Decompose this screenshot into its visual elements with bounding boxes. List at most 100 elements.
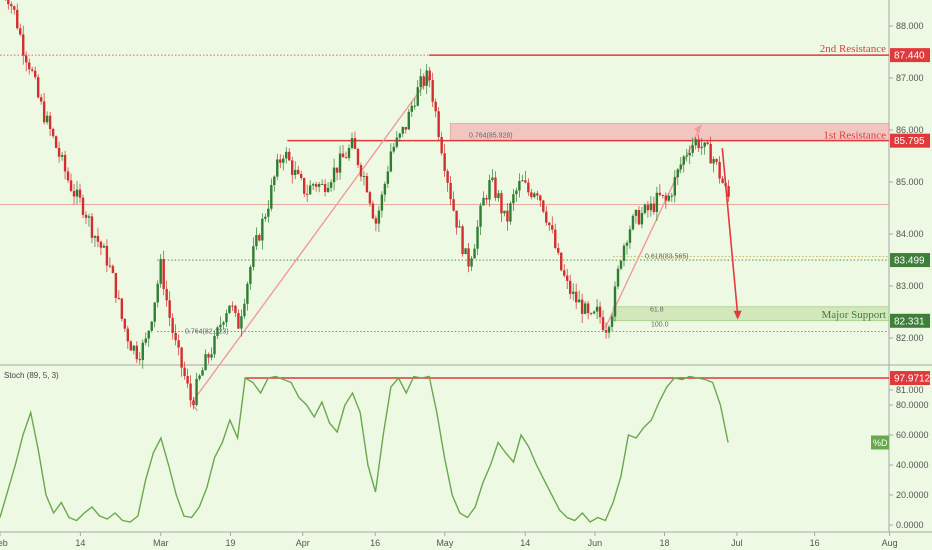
candle-body: [485, 197, 488, 200]
candle-body: [673, 177, 676, 196]
candle-body: [33, 70, 37, 78]
candle-body: [592, 311, 596, 314]
candle-body: [308, 185, 312, 195]
price-axis-label: 84.000: [896, 229, 924, 239]
fib-label-83565: 0.618(83.565): [645, 254, 689, 261]
candle-body: [619, 260, 623, 269]
candle-body: [123, 318, 127, 329]
candle-body: [688, 152, 691, 156]
candle-body: [7, 0, 10, 5]
candle-body: [392, 146, 396, 152]
candle-body: [54, 136, 58, 148]
candle-body: [389, 151, 393, 172]
candle-body: [279, 159, 282, 163]
candle-body: [347, 148, 351, 158]
uptrend-arrowhead-2: [694, 124, 702, 134]
projection-arrow-line: [721, 148, 739, 315]
candle-body: [554, 229, 557, 249]
stochastic-pane: [0, 375, 889, 523]
candle-body: [314, 184, 318, 187]
candle-body: [147, 330, 150, 339]
candle-body: [66, 171, 70, 181]
candle-body: [126, 328, 130, 342]
candle-body: [574, 291, 578, 303]
candle-body: [506, 210, 509, 222]
price-tag-85795-bg: [890, 133, 930, 148]
candle-body: [171, 317, 174, 333]
candle-body: [350, 138, 354, 149]
candle-body: [724, 183, 727, 187]
candle-body: [276, 159, 279, 177]
candle-body: [87, 216, 91, 218]
candle-body: [643, 204, 647, 214]
candle-body: [712, 159, 715, 164]
candle-body: [718, 161, 721, 179]
candle-body: [721, 178, 724, 184]
candle-body: [255, 234, 258, 247]
candle-body: [488, 179, 491, 200]
percent-d-tag: %D: [873, 438, 888, 448]
second-resistance-label: 2nd Resistance: [820, 43, 886, 55]
candle-body: [332, 167, 336, 183]
candle-body: [431, 80, 434, 102]
time-axis-label: 16: [810, 538, 820, 548]
candle-body: [261, 218, 264, 241]
candle-body: [180, 347, 183, 368]
candle-body: [141, 342, 144, 361]
candle-body: [129, 341, 133, 351]
time-axis-label: Jun: [588, 538, 603, 548]
candle-body: [413, 105, 416, 107]
candle-body: [156, 283, 159, 303]
candle-body: [249, 266, 252, 284]
candle-body: [434, 101, 437, 112]
candle-body: [138, 359, 141, 361]
candle-body: [494, 177, 497, 199]
candle-body: [401, 126, 405, 134]
candle-body: [48, 115, 52, 129]
candle-body: [700, 146, 703, 149]
price-tag-82331-bg: [890, 313, 930, 328]
candle-body: [598, 306, 602, 318]
candle-body: [589, 313, 593, 315]
candle-body: [703, 142, 706, 147]
uptrend-line-1: [191, 74, 432, 404]
candle-body: [159, 259, 162, 284]
candle-body: [685, 155, 688, 157]
candle-body: [458, 226, 461, 228]
candle-body: [512, 194, 515, 204]
projection-arrowhead: [733, 310, 742, 320]
candle-body: [183, 367, 186, 376]
candle-body: [359, 165, 363, 177]
candle-body: [428, 70, 431, 81]
candle-body: [299, 173, 303, 179]
candle-body: [551, 225, 554, 230]
candle-body: [105, 245, 109, 266]
candle-body: [419, 76, 422, 88]
first-resistance-label: 1st Resistance: [823, 130, 886, 142]
candle-body: [302, 178, 306, 194]
candle-body: [165, 288, 168, 301]
candle-body: [335, 167, 339, 173]
candle-body: [452, 199, 455, 211]
time-axis-label: Jul: [731, 538, 743, 548]
fib-label-82123: 0.764(82.123): [185, 329, 229, 336]
uptrend-line-2: [604, 124, 702, 328]
fib-label-618: 61.8: [650, 306, 664, 313]
candle-body: [601, 317, 605, 331]
candle-body: [267, 208, 270, 217]
candle-body: [356, 148, 360, 166]
candle-body: [135, 345, 138, 360]
percent-d-tag-bg: [871, 435, 889, 450]
time-axis-label: 14: [520, 538, 530, 548]
price-axis-label: 81.000: [896, 385, 924, 395]
stochastic-axis-label: 60.0000: [896, 430, 929, 440]
price-axis: 81.000 82.000 83.000 84.000 85.000 86.000 87.0…: [889, 21, 924, 395]
candle-body: [264, 216, 267, 219]
price-axis-label: 83.000: [896, 281, 924, 291]
candle-body: [425, 70, 428, 86]
candle-body: [449, 182, 452, 200]
candle-body: [667, 195, 671, 201]
candle-body: [661, 194, 665, 196]
price-tag-82331: 82.331: [894, 316, 925, 327]
